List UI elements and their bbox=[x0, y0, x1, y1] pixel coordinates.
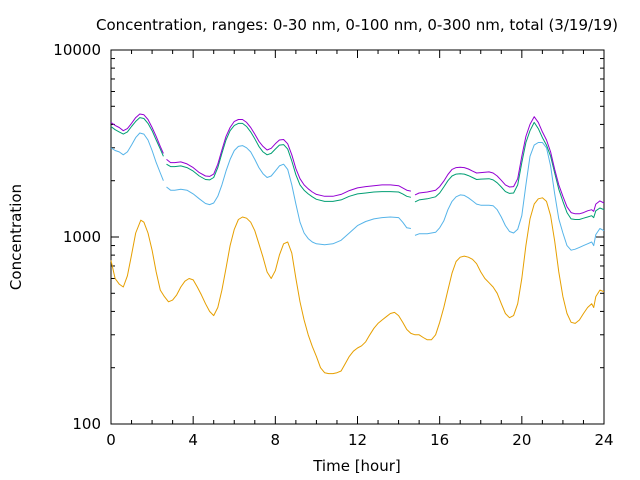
series-4-line bbox=[414, 116, 605, 215]
x-tick-label: 16 bbox=[430, 431, 449, 449]
series-3-line bbox=[110, 117, 164, 157]
x-tick-label: 12 bbox=[348, 431, 367, 449]
series-2-line bbox=[414, 142, 605, 251]
y-axis-label: Concentration bbox=[7, 184, 25, 290]
series-1-line bbox=[110, 197, 605, 375]
series-4-line bbox=[166, 119, 412, 197]
x-axis: 0 4 8 12 16 20 24 bbox=[106, 50, 614, 449]
series-4-line bbox=[110, 113, 164, 154]
y-axis: 100 1000 10000 bbox=[53, 41, 604, 433]
y-tick-label: 100 bbox=[72, 415, 101, 433]
x-axis-label: Time [hour] bbox=[312, 457, 401, 475]
y-tick-label: 1000 bbox=[63, 228, 101, 246]
series-3-line bbox=[414, 121, 605, 220]
series-3-line bbox=[166, 122, 412, 202]
x-tick-label: 0 bbox=[106, 431, 116, 449]
plot-frame bbox=[110, 49, 605, 425]
series-2-line bbox=[166, 145, 411, 246]
y-tick-label: 10000 bbox=[53, 41, 101, 59]
x-tick-label: 4 bbox=[188, 431, 198, 449]
series-2-line bbox=[110, 132, 164, 181]
chart-title: Concentration, ranges: 0-30 nm, 0-100 nm… bbox=[96, 16, 618, 34]
series-layer bbox=[110, 113, 605, 375]
x-tick-label: 20 bbox=[512, 431, 531, 449]
x-tick-label: 24 bbox=[594, 431, 613, 449]
x-tick-label: 8 bbox=[271, 431, 281, 449]
